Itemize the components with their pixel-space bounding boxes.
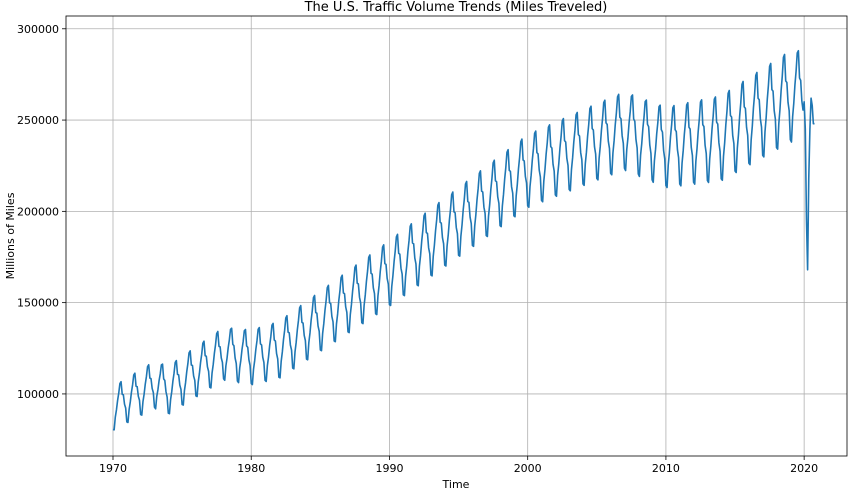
tick-layer: 1970 1980 1990 2000 2010 2020 100000 150000 2000… (17, 23, 818, 475)
x-tick-label: 2020 (790, 462, 818, 475)
y-tick-label: 300000 (17, 23, 59, 36)
traffic-volume-line (112, 49, 815, 431)
x-tick-label: 1980 (237, 462, 265, 475)
series-layer (112, 49, 815, 431)
x-axis-label: Time (442, 478, 470, 491)
x-tick-label: 1970 (99, 462, 127, 475)
y-tick-label: 100000 (17, 388, 59, 401)
plot-frame (65, 15, 848, 457)
y-tick-label: 250000 (17, 114, 59, 127)
x-tick-label: 1990 (375, 462, 403, 475)
x-tick-label: 2000 (514, 462, 542, 475)
y-axis-label: Millions of Miles (4, 192, 17, 279)
y-tick-label: 200000 (17, 205, 59, 218)
x-tick-label: 2010 (652, 462, 680, 475)
chart-title: The U.S. Traffic Volume Trends (Miles Tr… (304, 0, 608, 15)
y-tick-label: 150000 (17, 297, 59, 310)
